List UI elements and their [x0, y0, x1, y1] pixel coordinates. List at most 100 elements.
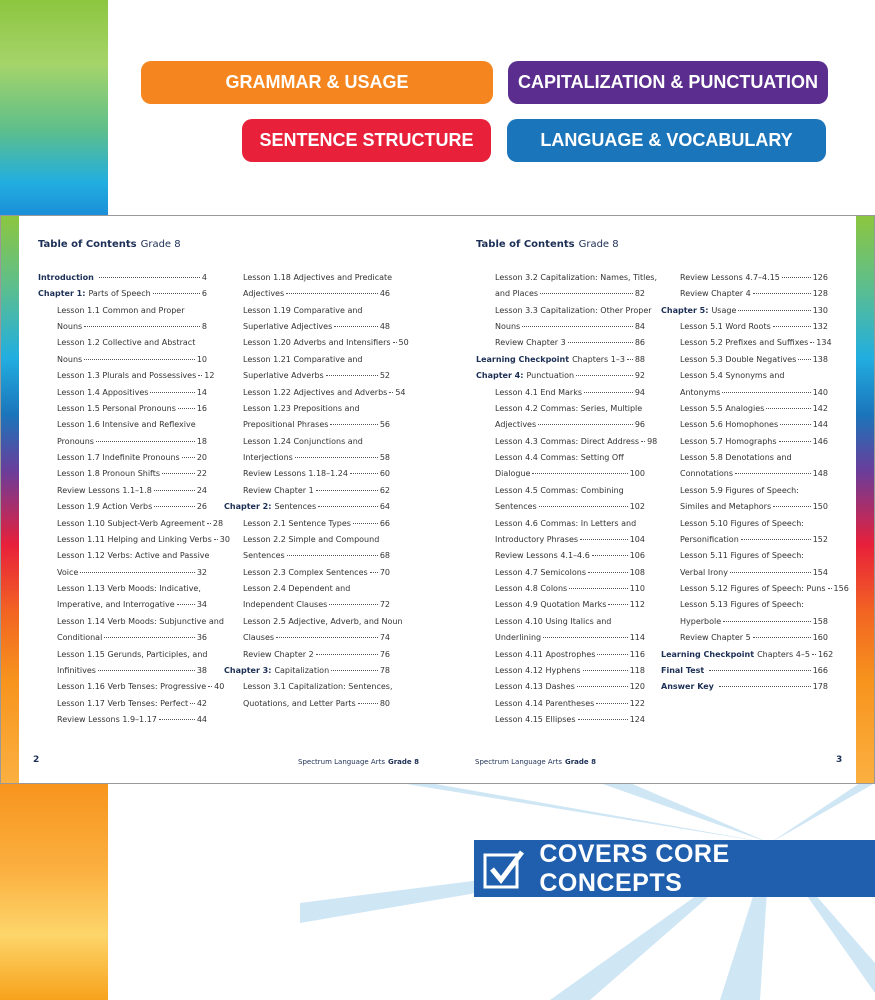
toc-entry: Lesson 4.6 Commas: In Letters and [495, 518, 637, 528]
grade-text: Grade 8 [578, 239, 619, 250]
page-number: 34 [196, 600, 207, 610]
page-number: 74 [379, 633, 390, 643]
toc-entry: Lesson 5.6 Homophones [680, 420, 779, 430]
page-number: 178 [812, 682, 828, 692]
page-number: 30 [219, 534, 230, 544]
leader [538, 506, 628, 508]
page-number: 60 [379, 469, 390, 479]
toc-entry: Lesson 1.1 Common and Proper [57, 305, 185, 315]
page-number: 72 [379, 600, 390, 610]
toc-entry: Lesson 2.1 Sentence Types [243, 518, 351, 528]
page-number: 78 [379, 665, 390, 675]
toc-line: Lesson 1.7 Indefinite Pronouns 20 [57, 453, 207, 467]
toc-entry: Dialogue [495, 469, 531, 479]
toc-line: Lesson 1.21 Comparative and [243, 355, 390, 369]
toc-line: Lesson 4.8 Colons 110 [495, 584, 645, 598]
leader [738, 309, 811, 311]
toc-line: Hyperbole 158 [680, 617, 828, 631]
grade-text: Grade 8 [140, 239, 181, 250]
toc-entry: Lesson 5.2 Prefixes and Suffixes [680, 338, 809, 348]
toc-entry: Lesson 1.21 Comparative and [243, 354, 363, 364]
title-text: Table of Contents [38, 239, 137, 250]
toc-line: Review Lessons 4.1–4.6 106 [495, 551, 645, 565]
toc-heading: Learning Checkpoint [661, 649, 755, 659]
page-number: 84 [634, 322, 645, 332]
toc-line: Lesson 1.9 Action Verbs 26 [57, 502, 207, 516]
toc-entry: Lesson 1.3 Plurals and Possessives [57, 371, 197, 381]
toc-entry: Nouns [57, 322, 83, 332]
leader [709, 669, 811, 671]
toc-entry: Sentences [243, 551, 285, 561]
leader [392, 342, 397, 344]
toc-entry: Nouns [57, 354, 83, 364]
toc-entry: Usage [711, 305, 737, 315]
toc-line: Lesson 3.3 Capitalization: Other Proper [495, 306, 652, 320]
page-number: 56 [379, 420, 390, 430]
toc-line: Antonyms 140 [680, 388, 828, 402]
leader [766, 407, 811, 409]
toc-line: Review Lessons 1.1–1.8 24 [57, 486, 207, 500]
decor-strip [0, 0, 108, 215]
toc-entry: Lesson 1.13 Verb Moods: Indicative, [57, 584, 201, 594]
leader [576, 686, 628, 688]
leader [153, 489, 195, 491]
toc-entry: Capitalization [274, 665, 330, 675]
toc-entry: Lesson 1.14 Verb Moods: Subjunctive and [57, 616, 224, 626]
toc-entry: Parts of Speech [88, 289, 151, 299]
series-grade: Grade 8 [564, 758, 596, 766]
category-badge: GRAMMAR & USAGE [141, 61, 493, 104]
page-number: 68 [379, 551, 390, 561]
leader [752, 637, 811, 639]
toc-line: Lesson 4.13 Dashes 120 [495, 682, 645, 696]
toc-line: Lesson 1.15 Gerunds, Participles, and [57, 650, 207, 664]
toc-line: Lesson 4.14 Parentheses 122 [495, 699, 645, 713]
toc-heading: Answer Key [661, 682, 714, 692]
toc-line: Lesson 2.3 Complex Sentences 70 [243, 568, 390, 582]
folio: 2 [33, 755, 40, 765]
leader [176, 604, 195, 606]
toc-line: Connotations 148 [680, 469, 828, 483]
toc-entry: Lesson 4.9 Quotation Marks [495, 600, 607, 610]
toc-entry: Lesson 5.9 Figures of Speech: [680, 485, 799, 495]
toc-line: Chapter 4: Punctuation 92 [476, 371, 645, 385]
page-number: 126 [812, 273, 828, 282]
leader [718, 686, 811, 688]
page-number: 100 [629, 469, 645, 479]
toc-entry: Lesson 1.12 Verbs: Active and Passive [57, 551, 210, 561]
toc-line: Lesson 1.10 Subject-Verb Agreement 28 [57, 519, 223, 533]
toc-heading: Chapter 2: [224, 502, 272, 512]
page-number: 124 [629, 714, 645, 724]
toc-heading: Learning Checkpoint [476, 354, 570, 364]
toc-line: Review Lessons 1.9–1.17 44 [57, 715, 207, 729]
page-number: 66 [379, 518, 390, 528]
leader [181, 457, 195, 459]
toc-entry: Connotations [680, 469, 734, 479]
toc-heading: Final Test [661, 665, 705, 675]
toc-line: Verbal Irony 154 [680, 568, 828, 582]
toc-entry: Nouns [495, 322, 521, 332]
leader [798, 358, 811, 360]
toc-entry: Interjections [243, 453, 293, 463]
leader [213, 538, 218, 540]
toc-line: Lesson 5.12 Figures of Speech: Puns 156 [680, 584, 849, 598]
toc-line: Lesson 2.1 Sentence Types 66 [243, 519, 390, 533]
leader [315, 489, 378, 491]
toc-entry: Lesson 1.9 Action Verbs [57, 502, 153, 512]
toc-entry: Lesson 4.5 Commas: Combining [495, 485, 624, 495]
toc-line: Lesson 1.12 Verbs: Active and Passive [57, 551, 210, 565]
toc-line: Lesson 1.3 Plurals and Possessives 12 [57, 371, 214, 385]
toc-entry: Review Chapter 5 [680, 633, 751, 643]
toc-line: Lesson 1.2 Collective and Abstract [57, 338, 207, 352]
page-number: 50 [398, 338, 409, 348]
leader [177, 407, 195, 409]
toc-line: Lesson 1.20 Adverbs and Intensifiers 50 [243, 338, 409, 352]
leader [294, 457, 378, 459]
toc-line: Lesson 2.5 Adjective, Adverb, and Noun [243, 617, 403, 631]
toc-entry: Lesson 4.14 Parentheses [495, 698, 595, 708]
leader [608, 604, 628, 606]
toc-line: Lesson 1.18 Adjectives and Predicate [243, 273, 392, 287]
leader [334, 326, 378, 328]
toc-entry: Adjectives [495, 420, 537, 430]
toc-heading: Introduction [38, 273, 94, 282]
leader [150, 391, 195, 393]
